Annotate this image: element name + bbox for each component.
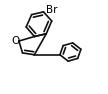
Text: Br: Br — [46, 5, 57, 15]
Text: O: O — [12, 36, 20, 46]
